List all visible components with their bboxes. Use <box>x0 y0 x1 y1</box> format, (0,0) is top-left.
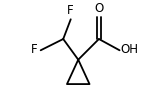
Text: F: F <box>66 4 73 17</box>
Text: OH: OH <box>121 43 138 56</box>
Text: F: F <box>31 43 38 56</box>
Text: O: O <box>94 2 103 15</box>
